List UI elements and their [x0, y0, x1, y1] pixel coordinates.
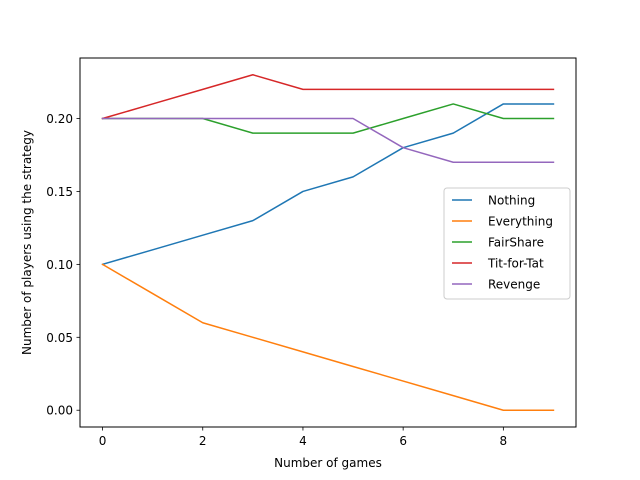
y-tick-label: 0.10 [46, 258, 73, 272]
legend-label: Everything [488, 215, 553, 229]
legend-label: Nothing [488, 194, 535, 208]
series-line-everything [101, 263, 555, 411]
legend-label: Revenge [488, 278, 540, 292]
x-tick-label: 0 [99, 434, 107, 448]
x-tick-label: 4 [299, 434, 307, 448]
legend-box [443, 187, 571, 300]
y-tick-label: 0.15 [46, 185, 73, 199]
x-axis-ticks: 0 2 4 6 8 [99, 427, 507, 448]
x-tick-label: 8 [500, 434, 508, 448]
y-axis-label: Number of players using the strategy [20, 130, 34, 355]
y-axis-ticks: 0.00 0.05 0.10 0.15 0.20 [46, 112, 80, 418]
legend-label: FairShare [488, 236, 544, 250]
y-tick-label: 0.05 [46, 331, 73, 345]
y-tick-label: 0.20 [46, 112, 73, 126]
series-layer [101, 74, 555, 411]
legend-label: Tit-for-Tat [487, 257, 544, 271]
x-tick-label: 6 [399, 434, 407, 448]
plot-frame [79, 57, 577, 428]
y-tick-label: 0.00 [46, 404, 73, 418]
series-line-nothing [101, 103, 555, 266]
x-tick-label: 2 [199, 434, 207, 448]
series-line-tit-for-tat [101, 74, 555, 120]
legend: Nothing Everything FairShare Tit-for-Tat Rev… [443, 187, 571, 300]
series-line-revenge [101, 117, 555, 164]
x-axis-label: Number of games [274, 456, 382, 470]
